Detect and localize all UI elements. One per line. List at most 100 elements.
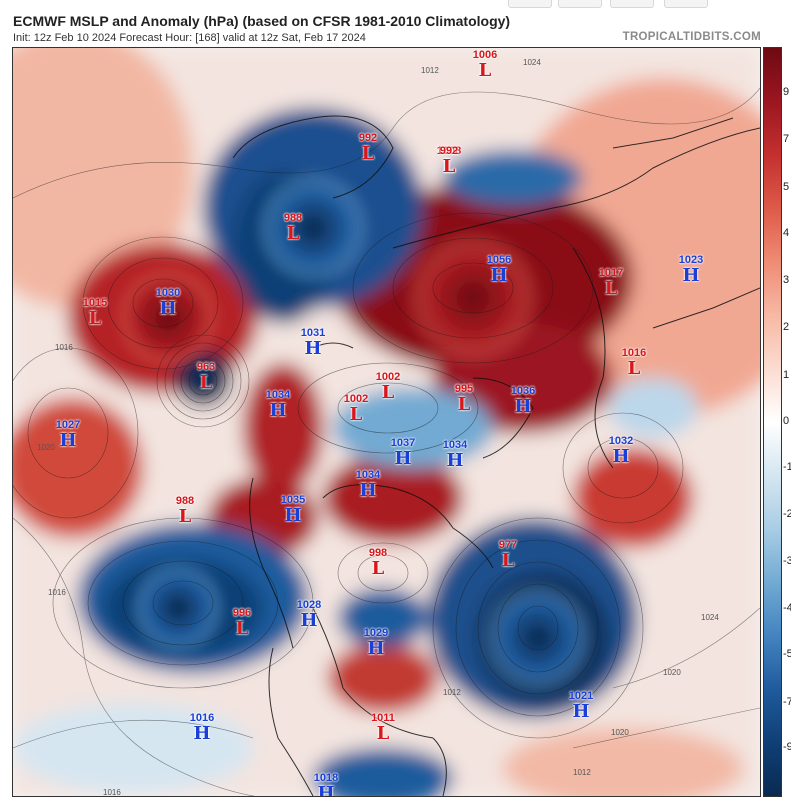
center-pressure-value: 1035	[280, 494, 306, 506]
colorbar-tick-label: 7	[783, 133, 790, 145]
low-pressure-center: 992 L	[359, 133, 377, 163]
high-letter: H	[367, 638, 385, 659]
high-letter: H	[284, 505, 302, 526]
center-pressure-value: 992	[439, 145, 459, 157]
high-letter: H	[394, 448, 412, 469]
colorbar-tick-label: -4	[783, 602, 791, 614]
isobar-label: 1012	[421, 66, 439, 75]
high-letter: H	[572, 701, 590, 722]
low-letter: L	[286, 223, 300, 244]
colorbar-tick-label: 4	[783, 227, 790, 239]
center-pressure-value: 1002	[375, 371, 401, 383]
center-pressure-value: 1011	[371, 712, 395, 724]
low-pressure-center: 992 L	[440, 146, 458, 176]
colorbar-tick-label: -5	[783, 648, 791, 660]
low-pressure-center: 1008 L	[437, 146, 461, 176]
high-pressure-center: 1034 H	[443, 440, 467, 470]
center-pressure-value: 1034	[442, 439, 468, 451]
isobar-label: 1012	[573, 768, 591, 777]
high-pressure-center: 1032 H	[609, 436, 633, 466]
high-letter: H	[159, 298, 177, 319]
high-pressure-center: 1027 H	[56, 420, 80, 450]
low-pressure-center: 1016 L	[622, 348, 646, 378]
low-letter: L	[178, 506, 192, 527]
low-pressure-center: 1002 L	[344, 394, 368, 424]
center-pressure-value: 1006	[472, 49, 498, 61]
high-pressure-center: 1037 H	[391, 438, 415, 468]
high-pressure-center: 1035 H	[281, 495, 305, 525]
high-pressure-center: 1021 H	[569, 691, 593, 721]
low-letter: L	[88, 308, 102, 329]
isobar-label: 1012	[443, 688, 461, 697]
low-letter: L	[199, 372, 213, 393]
low-letter: L	[381, 382, 395, 403]
high-letter: H	[193, 723, 211, 744]
isobar-label: 1016	[103, 788, 121, 797]
high-pressure-center: 1036 H	[511, 386, 535, 416]
site-credit: TROPICALTIDBITS.COM	[622, 31, 761, 43]
low-letter: L	[478, 60, 492, 81]
isobar-label: 1020	[663, 668, 681, 677]
high-letter: H	[59, 430, 77, 451]
high-pressure-center: 1028 H	[297, 600, 321, 630]
high-letter: H	[514, 396, 532, 417]
toolbar-button[interactable]	[558, 0, 602, 8]
toolbar-button[interactable]	[610, 0, 654, 8]
anomaly-colorbar	[763, 47, 782, 797]
low-pressure-center: 988 L	[176, 496, 194, 526]
low-pressure-center: 996 L	[233, 608, 251, 638]
center-pressure-value: 1032	[608, 435, 634, 447]
low-letter: L	[235, 618, 249, 639]
high-letter: H	[304, 338, 322, 359]
high-pressure-center: 1029 H	[364, 628, 388, 658]
low-pressure-center: 998 L	[369, 548, 387, 578]
low-letter: L	[376, 723, 390, 744]
isobar-label: 1020	[37, 443, 55, 452]
high-letter: H	[446, 450, 464, 471]
colorbar-tick-label: 2	[783, 321, 790, 333]
isobar-label: 1016	[48, 588, 66, 597]
isobar-lines	[13, 87, 760, 796]
colorbar-tick-label: -9	[783, 741, 791, 753]
isobar-label: 1024	[523, 58, 541, 67]
center-pressure-value: 1017	[598, 267, 624, 279]
high-pressure-center: 1030 H	[156, 288, 180, 318]
shaded-anomalies	[13, 48, 760, 796]
center-pressure-value: 1030	[155, 287, 181, 299]
center-pressure-value: 1037	[390, 437, 416, 449]
low-letter: L	[604, 278, 618, 299]
top-toolbar	[0, 0, 791, 10]
high-letter: H	[359, 480, 377, 501]
colorbar-tick-label: -7	[783, 696, 791, 708]
high-letter: H	[317, 783, 335, 797]
low-pressure-center: 963 L	[197, 362, 215, 392]
center-pressure-value: 1031	[300, 327, 326, 339]
center-pressure-value: 1029	[363, 627, 389, 639]
low-letter: L	[371, 558, 385, 579]
low-letter: L	[627, 358, 641, 379]
center-pressure-value: 963	[196, 361, 216, 373]
low-pressure-center: 1002 L	[376, 372, 400, 402]
low-pressure-center: 1017 L	[599, 268, 623, 298]
forecast-info: Init: 12z Feb 10 2024 Forecast Hour: [16…	[13, 32, 366, 44]
center-pressure-value: 1015	[82, 297, 108, 309]
anomaly-field	[13, 48, 760, 796]
center-pressure-value: 1028	[296, 599, 322, 611]
center-pressure-value: 1018	[313, 772, 339, 784]
low-pressure-center: 1006 L	[473, 50, 497, 80]
low-letter: L	[361, 143, 375, 164]
toolbar-button[interactable]	[508, 0, 552, 8]
center-pressure-value: 1034	[355, 469, 381, 481]
high-letter: H	[490, 265, 508, 286]
map-title: ECMWF MSLP and Anomaly (hPa) (based on C…	[13, 13, 511, 29]
center-pressure-value: 1016	[189, 712, 215, 724]
center-pressure-value: 1016	[621, 347, 647, 359]
toolbar-button[interactable]	[664, 0, 708, 8]
low-letter: L	[457, 394, 471, 415]
center-pressure-value: 977	[498, 539, 518, 551]
low-letter: L	[349, 404, 363, 425]
low-letter: L	[442, 156, 456, 177]
center-pressure-value: 1021	[568, 690, 594, 702]
center-pressure-value: 1008	[436, 145, 462, 157]
high-pressure-center: 1016 H	[190, 713, 214, 743]
